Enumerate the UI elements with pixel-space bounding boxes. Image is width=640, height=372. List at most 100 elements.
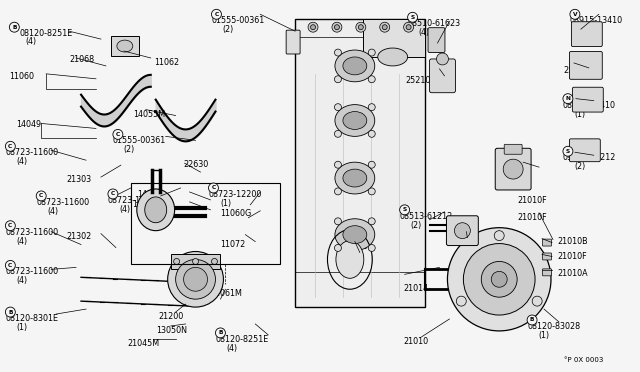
Text: 21045M: 21045M — [128, 339, 160, 348]
Circle shape — [193, 259, 198, 264]
Text: 08120-8251E: 08120-8251E — [216, 335, 269, 344]
Circle shape — [216, 328, 225, 338]
FancyBboxPatch shape — [447, 216, 478, 246]
Ellipse shape — [335, 105, 375, 137]
Circle shape — [211, 259, 218, 264]
Circle shape — [335, 188, 341, 195]
Text: 14875: 14875 — [137, 190, 162, 199]
Circle shape — [368, 76, 375, 83]
Circle shape — [335, 218, 341, 225]
Circle shape — [335, 161, 341, 168]
Ellipse shape — [343, 169, 367, 187]
Ellipse shape — [335, 50, 375, 82]
Text: (2): (2) — [223, 25, 234, 34]
Circle shape — [399, 205, 410, 215]
Text: 21010F: 21010F — [517, 196, 547, 205]
Circle shape — [368, 218, 375, 225]
Circle shape — [404, 22, 413, 32]
Text: 13050N: 13050N — [156, 326, 187, 335]
Text: S: S — [403, 207, 406, 212]
Text: 01555-00361: 01555-00361 — [211, 16, 265, 25]
Text: 08120-83028: 08120-83028 — [527, 322, 580, 331]
FancyBboxPatch shape — [543, 269, 552, 276]
Text: 21014: 21014 — [404, 284, 429, 293]
Circle shape — [5, 141, 15, 151]
Circle shape — [408, 12, 417, 22]
Circle shape — [456, 296, 467, 306]
Text: 14049: 14049 — [17, 121, 42, 129]
Text: (4): (4) — [227, 344, 237, 353]
Text: 21302: 21302 — [66, 232, 92, 241]
Ellipse shape — [343, 226, 367, 244]
FancyBboxPatch shape — [428, 28, 445, 52]
Text: C: C — [8, 263, 12, 268]
Text: 09513-61212: 09513-61212 — [563, 153, 616, 162]
Text: (4): (4) — [47, 207, 58, 216]
Circle shape — [563, 94, 573, 104]
Ellipse shape — [343, 57, 367, 75]
Text: C: C — [211, 186, 216, 190]
Text: 08120-8251E: 08120-8251E — [19, 29, 72, 38]
Circle shape — [10, 22, 19, 32]
FancyBboxPatch shape — [495, 148, 531, 190]
FancyBboxPatch shape — [570, 51, 602, 79]
Text: C: C — [8, 223, 12, 228]
Circle shape — [368, 104, 375, 110]
Circle shape — [503, 159, 523, 179]
Circle shape — [481, 262, 517, 297]
Text: C: C — [8, 144, 12, 149]
Circle shape — [310, 25, 316, 30]
Circle shape — [335, 49, 341, 56]
Text: 21010: 21010 — [404, 337, 429, 346]
Ellipse shape — [378, 48, 408, 66]
Circle shape — [5, 221, 15, 231]
Circle shape — [447, 228, 551, 331]
Text: V: V — [573, 12, 577, 17]
Circle shape — [380, 22, 390, 32]
FancyBboxPatch shape — [572, 22, 602, 46]
Circle shape — [5, 307, 15, 317]
Text: 21010F: 21010F — [517, 213, 547, 222]
Text: 08915-13410: 08915-13410 — [570, 16, 623, 25]
Text: 11062: 11062 — [154, 58, 179, 67]
Bar — [295, 19, 424, 307]
Ellipse shape — [117, 40, 133, 52]
Bar — [111, 36, 139, 56]
Circle shape — [436, 53, 449, 65]
Circle shape — [335, 104, 341, 110]
Text: 21010F: 21010F — [557, 253, 587, 262]
Text: 21303: 21303 — [66, 175, 92, 184]
Ellipse shape — [343, 112, 367, 129]
Text: C: C — [111, 192, 115, 196]
Bar — [363, 19, 424, 57]
Bar — [131, 183, 280, 264]
Circle shape — [108, 189, 118, 199]
Text: (1): (1) — [220, 199, 232, 208]
Text: 14055M: 14055M — [133, 110, 165, 119]
Text: (1): (1) — [581, 25, 592, 34]
Text: (2): (2) — [124, 145, 135, 154]
FancyBboxPatch shape — [570, 139, 600, 162]
Circle shape — [5, 260, 15, 270]
Circle shape — [368, 188, 375, 195]
Text: (1): (1) — [574, 110, 585, 119]
Circle shape — [492, 271, 507, 287]
Circle shape — [332, 22, 342, 32]
Text: 08723-11600: 08723-11600 — [5, 228, 58, 237]
Circle shape — [368, 130, 375, 137]
Text: (1): (1) — [17, 323, 28, 332]
Circle shape — [36, 191, 46, 201]
Text: 08723-12200: 08723-12200 — [209, 190, 262, 199]
Circle shape — [173, 259, 180, 264]
Text: 11060: 11060 — [10, 72, 35, 81]
Text: C: C — [214, 12, 219, 17]
Ellipse shape — [137, 189, 175, 231]
Text: 22630: 22630 — [184, 160, 209, 169]
Circle shape — [454, 223, 470, 238]
Text: 11060G: 11060G — [220, 209, 252, 218]
Text: 25210V: 25210V — [406, 76, 436, 85]
Text: C: C — [116, 132, 120, 137]
Text: C: C — [39, 193, 44, 198]
Text: 14058M: 14058M — [132, 200, 164, 209]
Text: 08723-11600: 08723-11600 — [108, 196, 161, 205]
